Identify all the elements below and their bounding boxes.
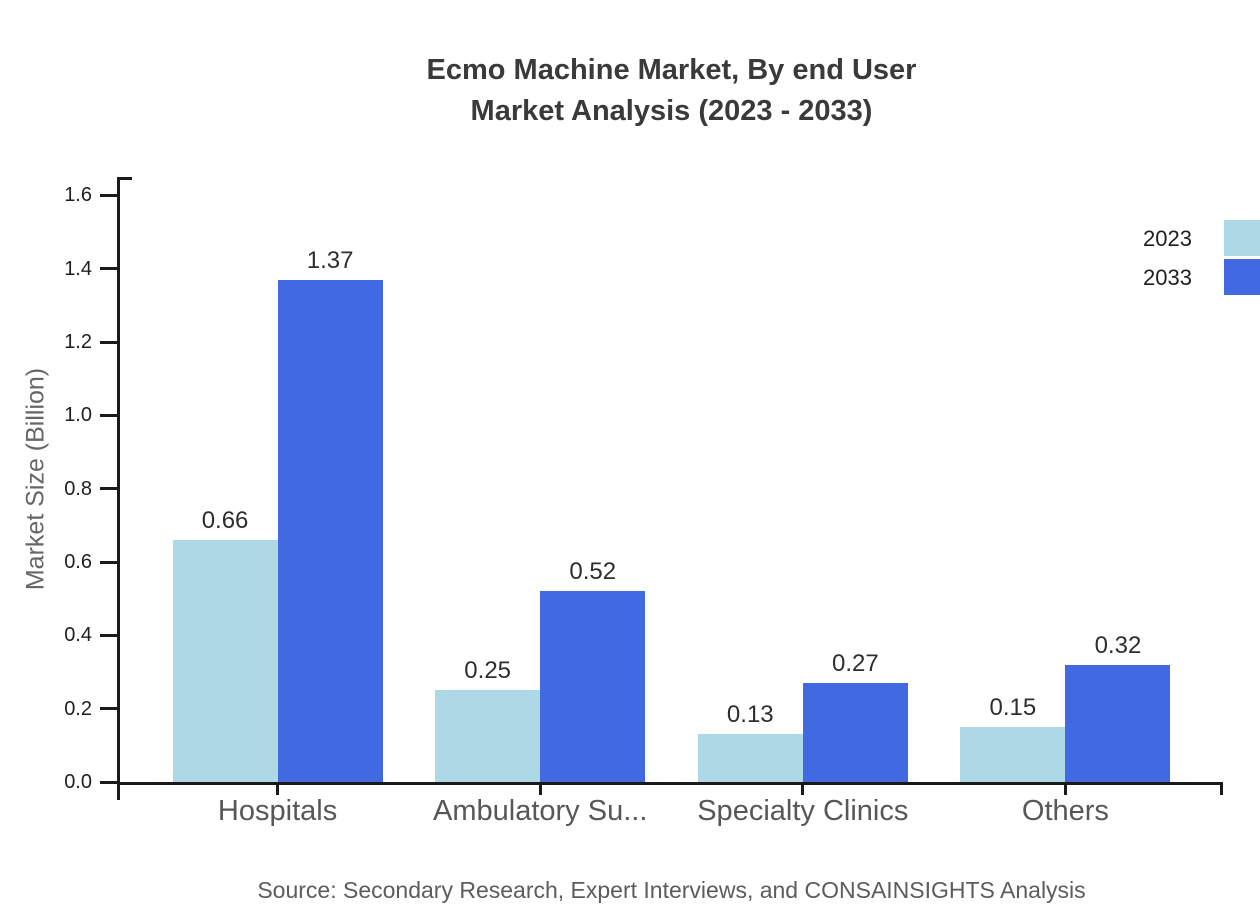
y-tick-label: 0.4 — [64, 624, 92, 647]
y-tick — [100, 633, 117, 637]
y-tick-label: 1.4 — [64, 257, 92, 280]
chart-title-line1: Ecmo Machine Market, By end User — [426, 54, 917, 86]
bar-2023-ambulatory-su- — [435, 690, 541, 782]
y-tick — [100, 267, 117, 271]
y-tick-label: 0.0 — [64, 771, 92, 793]
y-tick — [100, 707, 117, 711]
y-tick-label: 0.6 — [64, 551, 92, 573]
x-axis-end-cap — [1220, 782, 1223, 795]
x-tick — [276, 782, 280, 795]
chart-title: Ecmo Machine Market, By end User Market … — [120, 50, 1223, 132]
legend-swatch-2033 — [1224, 259, 1260, 295]
y-tick-label: 1.6 — [64, 184, 92, 207]
y-tick-label: 1.0 — [64, 404, 92, 427]
bar-value-label: 0.13 — [726, 701, 774, 729]
x-axis-category-label: Others — [1021, 795, 1109, 827]
x-tick — [1063, 782, 1067, 795]
bar-2023-hospitals — [172, 540, 278, 782]
legend-item-2023: 2023 — [1096, 220, 1260, 257]
y-tick-label: 0.8 — [64, 477, 92, 500]
bar-2033-specialty-clinics — [802, 683, 908, 782]
x-tick — [801, 782, 805, 795]
bar-2033-hospitals — [277, 279, 383, 782]
bar-value-label: 0.52 — [569, 558, 617, 586]
legend-label-2023: 2023 — [1143, 226, 1192, 251]
chart-title-line2: Market Analysis (2023 - 2033) — [470, 95, 873, 127]
y-tick-label: 1.2 — [64, 331, 92, 353]
legend-label-2033: 2033 — [1143, 265, 1192, 290]
bar-value-label: 0.66 — [201, 507, 249, 534]
bar-value-label: 0.27 — [831, 650, 879, 677]
bar-2033-ambulatory-su- — [540, 591, 646, 782]
y-axis-end-cap — [117, 177, 132, 180]
x-axis-line — [117, 782, 1223, 785]
bar-value-label: 1.37 — [306, 246, 354, 274]
source-note: Source: Secondary Research, Expert Inter… — [257, 877, 1086, 903]
bar-2033-others — [1065, 664, 1171, 782]
y-axis-line — [117, 177, 120, 800]
bar-2023-specialty-clinics — [697, 734, 803, 782]
y-tick-label: 0.2 — [64, 697, 92, 720]
bar-value-label: 0.32 — [1094, 631, 1142, 659]
legend-item-2033: 2033 — [1096, 259, 1260, 296]
bar-value-label: 0.15 — [989, 694, 1037, 721]
x-tick — [538, 782, 542, 795]
legend-swatch-2023 — [1224, 220, 1260, 256]
bar-value-label: 0.25 — [464, 657, 512, 685]
y-tick — [100, 340, 117, 344]
y-tick — [100, 413, 117, 417]
y-tick — [100, 780, 117, 784]
plot-area: 0.0 0.2 0.4 0.6 0.8 1.0 1.2 1.4 1.6 Hospitals 0.66… — [64, 177, 1223, 827]
y-tick — [100, 193, 117, 197]
x-axis-category-label: Ambulatory Su... — [433, 795, 648, 827]
x-axis-category-label: Hospitals — [217, 795, 338, 827]
y-tick — [100, 487, 117, 491]
x-axis-category-label: Specialty Clinics — [697, 795, 909, 827]
bar-2023-others — [960, 727, 1066, 782]
y-tick — [100, 560, 117, 564]
